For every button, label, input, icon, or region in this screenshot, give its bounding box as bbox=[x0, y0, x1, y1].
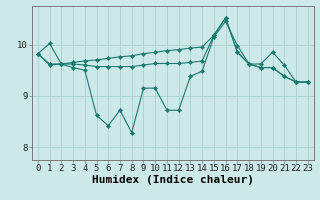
X-axis label: Humidex (Indice chaleur): Humidex (Indice chaleur) bbox=[92, 175, 254, 185]
